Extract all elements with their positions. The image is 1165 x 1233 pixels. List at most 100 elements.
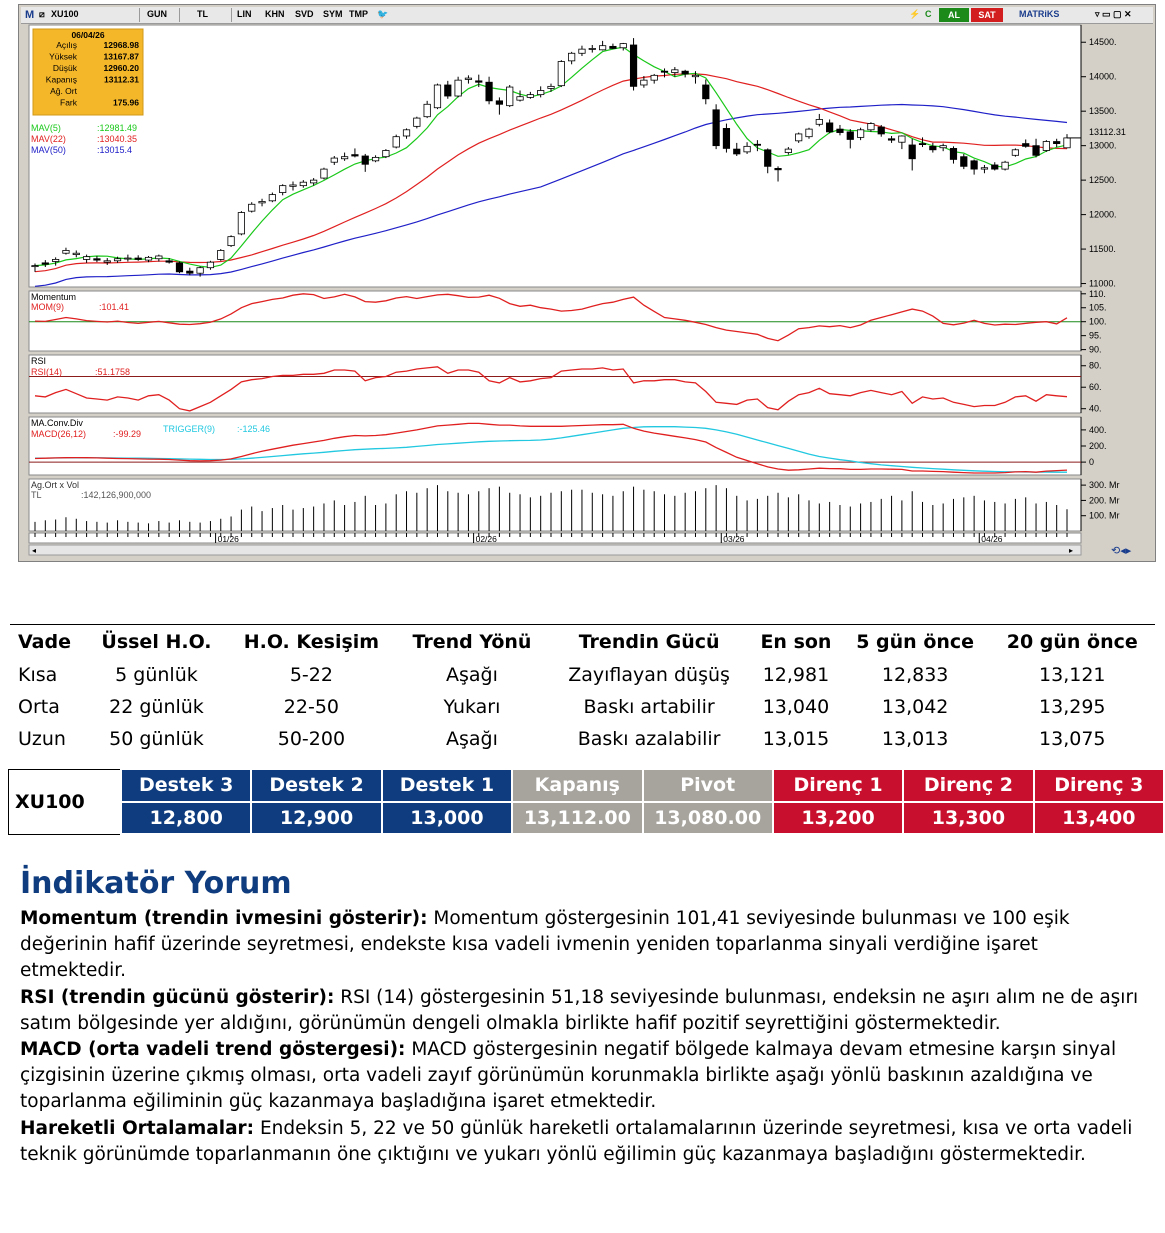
- candle: [310, 178, 318, 186]
- candle: [867, 122, 875, 132]
- candle: [908, 138, 916, 171]
- mav-legend-label: MAV(22): [31, 134, 66, 144]
- commentary-macd: MACD (orta vadeli trend göstergesi): MAC…: [20, 1037, 1140, 1116]
- level-value-kapanis: 13,112.00: [511, 800, 644, 835]
- candle: [382, 149, 390, 159]
- candle-body: [62, 250, 70, 254]
- candle: [103, 258, 111, 265]
- candle-body: [629, 44, 638, 87]
- candle-body: [516, 96, 524, 101]
- candle-body: [846, 131, 854, 140]
- chart-canvas[interactable]: ◂ ▸ ⟲◂▸ 14500. 14000. 13500. 13000. 12500. 12000…: [21, 23, 1155, 559]
- candle: [41, 260, 49, 268]
- candle-body: [144, 256, 153, 261]
- symbol-selector[interactable]: XU100: [51, 9, 79, 19]
- candle-body: [341, 156, 349, 160]
- mav-legend-value: :12981.49: [97, 123, 137, 133]
- candle: [485, 76, 493, 105]
- candle-body: [248, 203, 256, 212]
- candle-body: [217, 250, 225, 260]
- y-tick-label: 400.: [1089, 425, 1107, 435]
- candle-body: [206, 261, 215, 269]
- chart-toolbar: M ⧄ XU100 GUN TL LIN KHN SVD SYM TMP 🐦 ⚡…: [21, 7, 1153, 24]
- commentary-text: Endeksin 5, 22 ve 50 günlük hareketli or…: [20, 1117, 1133, 1165]
- candle-body: [753, 143, 761, 146]
- candle: [279, 184, 287, 196]
- toolbar-button-sym[interactable]: SYM: [323, 9, 343, 19]
- period-button[interactable]: GUN: [147, 9, 167, 19]
- candle: [568, 51, 576, 65]
- candle: [887, 136, 896, 143]
- refresh-icon[interactable]: C: [925, 9, 932, 19]
- candle-body: [506, 86, 514, 107]
- scroll-left-icon: ◂: [32, 546, 36, 555]
- col-header-trend-yonu: Trend Yönü: [412, 631, 532, 653]
- sell-button[interactable]: SAT: [971, 8, 1003, 22]
- indicator-commentary: İndikatör Yorum Momentum (trendin ivmesi…: [20, 866, 1140, 1168]
- candle-body: [908, 144, 916, 160]
- y-tick-label: 200. Mr: [1089, 495, 1120, 505]
- x-tick-label: 04/26: [981, 534, 1003, 544]
- y-tick-label: 105.: [1089, 303, 1107, 313]
- candle-body: [444, 84, 452, 97]
- candle-body: [103, 260, 111, 263]
- candle-body: [475, 80, 483, 83]
- candle: [330, 156, 338, 165]
- x-tick-label: 03/26: [723, 534, 745, 544]
- toolbar-button-svd[interactable]: SVD: [295, 9, 314, 19]
- macd-value: :-99.29: [113, 429, 141, 439]
- macd-label: MACD(26,12): [31, 429, 86, 439]
- candle-body: [1001, 161, 1009, 170]
- table-cell: 5-22: [289, 664, 333, 686]
- candle: [175, 261, 184, 274]
- candle-body: [939, 145, 947, 149]
- commentary-momentum: Momentum (trendin ivmesini gösterir): Mo…: [20, 906, 1140, 985]
- y-tick-label: 80.: [1089, 361, 1102, 371]
- table-cell: Kısa: [18, 664, 58, 686]
- candle-body: [83, 256, 91, 260]
- table-cell: Yukarı: [443, 696, 501, 718]
- level-header-direnc-3: Direnç 3: [1032, 768, 1165, 803]
- candle-body: [970, 160, 978, 170]
- lightning-icon[interactable]: ⚡: [909, 9, 921, 19]
- candle-body: [423, 103, 431, 118]
- twitter-icon[interactable]: 🐦: [377, 9, 389, 19]
- candle-body: [392, 136, 400, 148]
- toolbar-button-lin[interactable]: LIN: [237, 9, 252, 19]
- mav-legend-label: MAV(50): [31, 145, 66, 155]
- table-cell: 50 günlük: [109, 728, 204, 750]
- rsi-value: :51.1758: [95, 367, 130, 377]
- ohlc-label: Yüksek: [49, 52, 78, 62]
- candle: [753, 140, 761, 152]
- candle: [898, 135, 906, 150]
- y-tick-label: 12000.: [1089, 210, 1117, 220]
- candle-body: [712, 109, 720, 147]
- candle-body: [485, 81, 493, 102]
- level-header-destek-1: Destek 1: [380, 768, 514, 803]
- toolbar-button-tmp[interactable]: TMP: [349, 9, 368, 19]
- candle: [877, 124, 885, 137]
- chart-settings-icon[interactable]: ⧄: [39, 9, 45, 19]
- candle: [774, 166, 782, 182]
- buy-button[interactable]: AL: [939, 8, 969, 22]
- currency-button[interactable]: TL: [197, 9, 208, 19]
- window-controls-icon[interactable]: ▿ ▭ ▢ ✕: [1095, 9, 1132, 19]
- momentum-line: [34, 293, 1068, 342]
- mav-legend-label: MAV(5): [31, 123, 61, 133]
- candle: [268, 192, 276, 203]
- panel-vol: [28, 478, 1082, 532]
- candle-body: [887, 138, 896, 141]
- candle: [361, 153, 369, 172]
- candle: [526, 91, 534, 99]
- candle-body: [413, 117, 421, 127]
- candle: [506, 84, 514, 108]
- candle: [960, 153, 968, 170]
- toolbar-button-khn[interactable]: KHN: [265, 9, 285, 19]
- col-header-vade: Vade: [18, 631, 71, 653]
- candle: [320, 167, 328, 180]
- candle-body: [227, 236, 235, 247]
- candle-body: [733, 148, 741, 155]
- candle-body: [650, 74, 658, 81]
- table-cell: Baskı artabilir: [583, 696, 715, 718]
- candle: [733, 142, 741, 156]
